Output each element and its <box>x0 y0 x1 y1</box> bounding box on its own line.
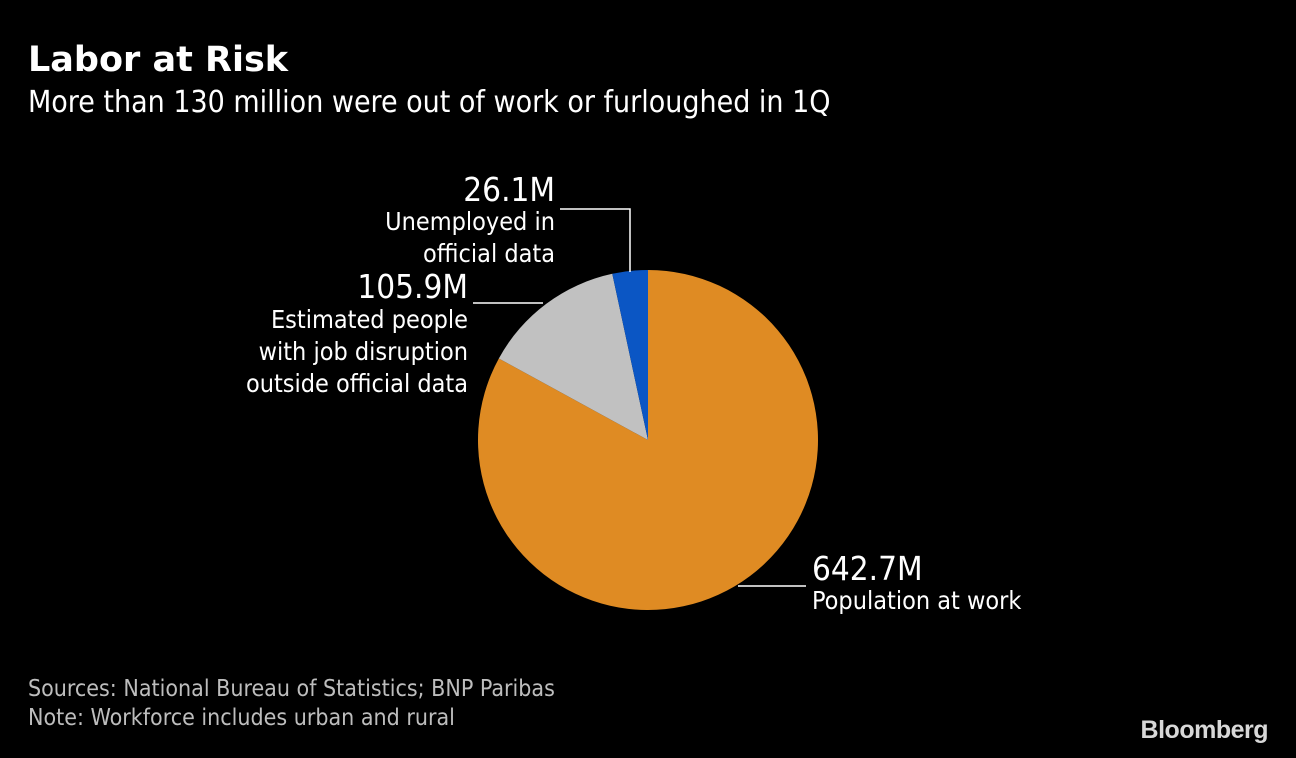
value-label-job-disruption: 105.9M <box>357 267 468 306</box>
sources-note: Sources: National Bureau of Statistics; … <box>28 676 555 702</box>
chart-subtitle: More than 130 million were out of work o… <box>28 85 831 120</box>
value-label-population-at-work: 642.7M <box>812 549 923 588</box>
label-population-at-work: Population at work <box>812 586 1021 615</box>
value-label-unemployed: 26.1M <box>463 170 555 209</box>
slice-population-at-work <box>478 270 818 611</box>
chart-title: Labor at Risk <box>28 40 289 80</box>
bloomberg-logo: Bloomberg <box>1140 716 1269 744</box>
label-job-disruption-line: outside official data <box>246 369 468 398</box>
leader-line-unemployed <box>560 208 631 272</box>
slice-unemployed <box>612 270 648 440</box>
label-unemployed-line: official data <box>423 239 555 268</box>
slice-job-disruption <box>498 273 648 440</box>
label-job-disruption-line: with job disruption <box>259 337 468 366</box>
label-job-disruption-line: Estimated people <box>271 305 468 334</box>
workforce-note: Note: Workforce includes urban and rural <box>28 705 455 731</box>
label-unemployed-line: Unemployed in <box>385 207 555 236</box>
